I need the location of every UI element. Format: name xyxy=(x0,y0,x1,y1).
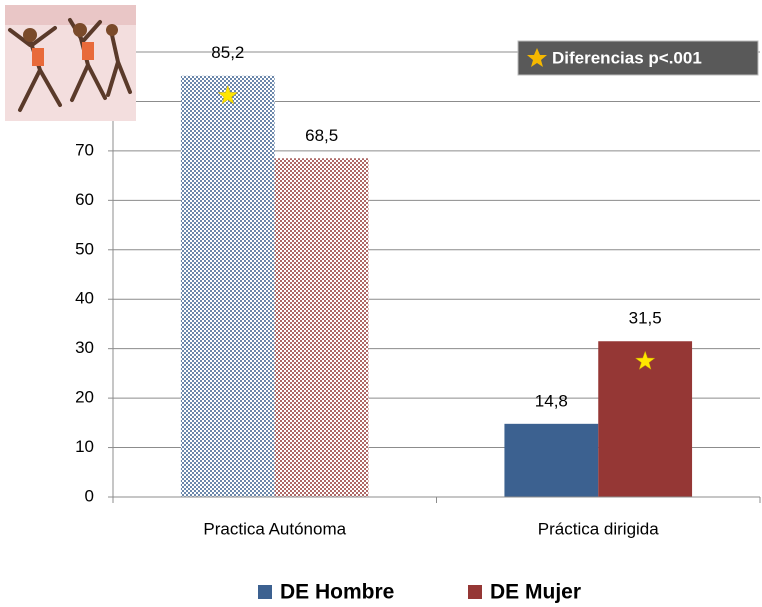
y-tick-label: 30 xyxy=(75,338,94,357)
value-label: 14,8 xyxy=(535,391,568,410)
significance-star xyxy=(217,84,239,105)
legend-label: DE Mujer xyxy=(490,581,581,604)
legend-swatch xyxy=(468,585,482,599)
legend: DE Hombre DE Mujer xyxy=(258,581,581,604)
value-label: 68,5 xyxy=(305,126,338,145)
plot-area: 0102030405060708090Practica Autónoma85,2… xyxy=(75,41,761,538)
value-label: 85,2 xyxy=(211,43,244,62)
y-tick-label: 0 xyxy=(85,486,94,505)
x-tick-label: Practica Autónoma xyxy=(203,519,346,538)
annotation-box: Diferencias p<.001 xyxy=(517,40,759,76)
y-tick-label: 70 xyxy=(75,140,94,159)
bar xyxy=(274,158,369,498)
y-tick-label: 10 xyxy=(75,437,94,456)
y-tick-label: 50 xyxy=(75,239,94,258)
x-tick-label: Práctica dirigida xyxy=(538,519,659,538)
legend-swatch xyxy=(258,585,272,599)
y-tick-label: 40 xyxy=(75,289,94,308)
value-label: 31,5 xyxy=(629,309,662,328)
bar xyxy=(180,75,275,497)
photo xyxy=(5,5,136,121)
annotation: Diferencias p<.001 xyxy=(552,48,702,67)
bar xyxy=(504,423,599,497)
bar xyxy=(598,341,693,497)
significance-star xyxy=(634,350,656,370)
y-tick-label: 60 xyxy=(75,190,94,209)
y-tick-label: 20 xyxy=(75,388,94,407)
legend-label: DE Hombre xyxy=(280,581,394,604)
